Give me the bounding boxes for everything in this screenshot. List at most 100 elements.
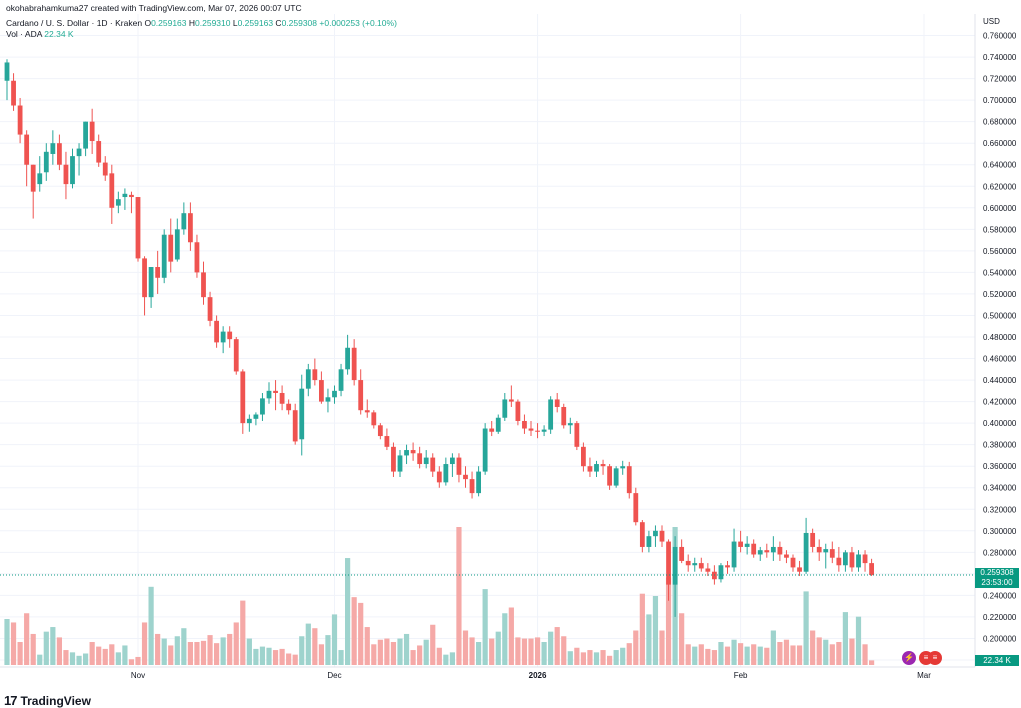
volume-bar [187, 642, 193, 665]
volume-bar [816, 637, 822, 665]
volume-bar [410, 650, 416, 665]
candle-body [731, 541, 737, 568]
candle-body [83, 121, 88, 149]
volume-bar [403, 633, 410, 665]
volume-bar [371, 644, 377, 665]
candle-body [744, 543, 750, 547]
volume-bar [855, 616, 862, 665]
candle-body [594, 464, 599, 472]
currency-label[interactable]: USD [983, 17, 1000, 26]
volume-bar [685, 644, 691, 665]
time-tick-label: Nov [131, 671, 145, 680]
candle-body [659, 530, 665, 542]
volume-bar [751, 644, 757, 665]
event-icons[interactable]: ⚡ ≡ ≡ [902, 651, 942, 665]
volume-bar [37, 654, 43, 665]
volume-bar [810, 630, 816, 665]
symbol-name[interactable]: Cardano / U. S. Dollar · 1D · Kraken [6, 18, 143, 28]
candle-body [502, 399, 508, 418]
volume-label[interactable]: Vol · ADA [6, 29, 42, 39]
candle-body [823, 549, 829, 553]
volume-bar [528, 638, 534, 665]
volume-bar [482, 589, 488, 665]
candle-body [96, 141, 102, 163]
candle-body [102, 162, 108, 176]
candle-body [653, 530, 658, 537]
price-tick-label: 0.600000 [983, 204, 1017, 213]
volume-bar [24, 613, 30, 665]
current-volume-tag: 22.34 K [975, 655, 1019, 666]
volume-bar [227, 633, 233, 665]
price-tick-label: 0.680000 [983, 118, 1017, 127]
volume-bar [554, 627, 560, 665]
volume-bar [456, 527, 462, 665]
candle-body [698, 563, 704, 569]
volume-bar [155, 633, 161, 665]
candle-body [430, 457, 436, 472]
volume-bar [449, 652, 455, 665]
price-tick-label: 0.660000 [983, 139, 1017, 148]
candle-body [469, 479, 475, 494]
candle-body [345, 347, 350, 370]
volume-bar [462, 630, 469, 665]
volume-bar [292, 654, 298, 665]
volume-bar [803, 591, 809, 665]
tradingview-logo[interactable]: 17 TradingView [4, 693, 91, 708]
volume-bar [489, 638, 495, 665]
price-tick-label: 0.220000 [983, 613, 1017, 622]
candle-body [233, 339, 239, 372]
candle-body [371, 412, 377, 426]
high-value: 0.259310 [195, 18, 231, 28]
volume-bar [102, 648, 108, 665]
open-label: O [144, 18, 152, 28]
volume-bar [76, 655, 82, 665]
volume-bar [711, 650, 717, 665]
candle-body [679, 546, 685, 561]
candle-body [476, 471, 481, 494]
time-tick-label: Dec [327, 671, 341, 680]
candle-body [227, 331, 233, 340]
candle-body [718, 565, 724, 580]
volume-bar [607, 655, 613, 665]
volume-bar [109, 644, 115, 665]
price-tick-label: 0.340000 [983, 484, 1017, 493]
close-label: C [275, 18, 282, 28]
brand-name: TradingView [20, 693, 91, 708]
volume-bar [849, 638, 855, 665]
open-value: 0.259163 [151, 18, 187, 28]
volume-bar [639, 593, 645, 665]
volume-bar [698, 644, 704, 665]
volume-bar [495, 631, 501, 665]
candle-body [89, 121, 95, 142]
volume-bar [325, 635, 331, 665]
bar-countdown: 23:53:00 [981, 578, 1013, 587]
us-flag-icon-2[interactable]: ≡ [928, 651, 942, 665]
volume-bar [436, 647, 442, 665]
candle-body [50, 143, 56, 154]
lightning-icon[interactable]: ⚡ [902, 651, 916, 665]
current-price-value: 0.259308 [980, 568, 1014, 577]
volume-bar [253, 648, 259, 665]
candle-body [816, 546, 822, 553]
volume-bar [69, 652, 76, 665]
candle-body [43, 151, 49, 173]
candle-body [305, 369, 311, 389]
volume-bar [331, 614, 338, 665]
volume-bar [541, 642, 547, 665]
candle-body [63, 164, 69, 185]
price-tick-label: 0.360000 [983, 462, 1017, 471]
candle-body [712, 571, 717, 580]
candle-body [797, 567, 802, 572]
candle-body [574, 423, 580, 447]
candle-body [273, 390, 278, 393]
volume-bar [43, 631, 49, 665]
price-tick-label: 0.620000 [983, 182, 1017, 191]
time-tick-label: Feb [734, 671, 748, 680]
candle-body [351, 347, 357, 381]
candle-body [377, 425, 383, 437]
volume-bar [718, 642, 724, 665]
volume-bars [4, 527, 875, 665]
candle-body [528, 428, 534, 431]
candle-body [358, 380, 364, 411]
